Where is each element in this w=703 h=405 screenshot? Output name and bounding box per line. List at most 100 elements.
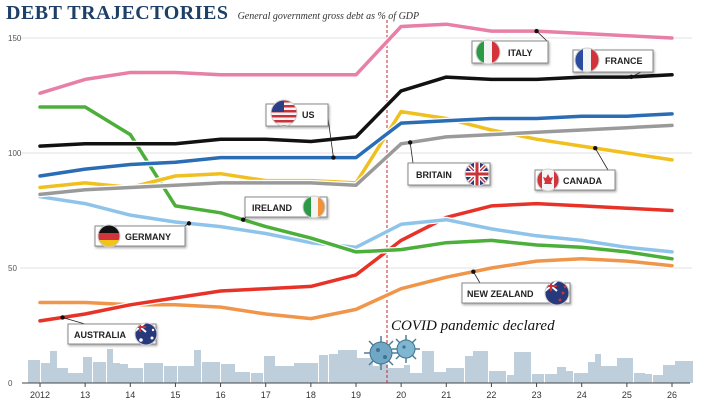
ireland-flag-icon [303,196,325,218]
label-france-text: FRANCE [605,56,643,66]
coronavirus-icon [364,335,420,370]
x-tick-label: 17 [261,390,271,400]
skyline-building [83,357,92,383]
skyline-building [379,364,388,383]
skyline-building [663,365,675,383]
skyline-building [601,366,617,383]
skyline-building [434,372,446,383]
skyline-building [653,375,663,383]
leader-dot-britain [407,140,413,145]
series-line-ireland [38,105,674,261]
france-flag-icon [575,48,599,72]
leader-dot-new-zealand [471,269,476,274]
italy-flag-icon [476,40,500,64]
chart-title: DEBT TRAJECTORIES [6,2,229,24]
leader-line-australia [62,317,86,325]
leader-dot-italy [534,28,539,34]
skyline-building [645,374,652,383]
skyline-building [50,351,57,383]
leader-line-us [327,117,334,158]
skyline-building [275,366,294,383]
series-line-britain [38,123,674,197]
skyline-decoration [28,349,693,383]
label-italy: ITALY [471,39,549,65]
label-australia-text: AUSTRALIA [74,330,126,340]
skyline-building [306,363,318,383]
skyline-building [202,362,220,383]
skyline-building [473,351,488,383]
skyline-building [588,362,595,383]
label-italy-text: ITALY [508,48,533,58]
label-germany: GERMANY [94,224,186,248]
label-britain-text: BRITAIN [416,170,452,180]
germany-flag-icon [98,225,120,247]
skyline-building [595,354,601,383]
covid-annotation: COVID pandemic declared [391,318,555,334]
canada-flag-icon [537,169,559,191]
skyline-building [251,373,263,383]
x-tick-label: 18 [306,390,316,400]
skyline-building [128,368,143,383]
x-tick-label: 14 [125,390,135,400]
skyline-building [410,373,422,383]
leader-line-canada [594,147,609,171]
label-ireland: IRELAND [244,195,328,219]
skyline-building [675,361,693,383]
skyline-building [404,365,410,383]
leader-dot-canada [593,145,598,151]
skyline-building [465,356,473,383]
series-line-us [38,112,674,178]
skyline-building [144,363,163,383]
skyline-building [566,371,573,383]
x-tick-label: 16 [216,390,226,400]
series-line-germany [38,194,674,254]
label-germany-text: GERMANY [125,232,171,242]
y-tick-label: 0 [8,379,13,388]
x-tick-label: 22 [486,390,496,400]
label-australia: AUSTRALIA [67,322,158,346]
label-us: US [265,99,329,127]
label-britain: BRITAIN [407,161,491,187]
series-line-italy [38,22,674,95]
x-tick-label: 15 [170,390,180,400]
us-flag-icon [271,100,297,126]
label-france: FRANCE [572,47,654,73]
y-tick-label: 150 [8,34,22,43]
leader-dot-france [629,74,634,80]
skyline-building [319,355,328,383]
skyline-building [574,373,588,383]
skyline-building [489,371,506,383]
skyline-building [68,373,83,383]
skyline-building [388,368,404,383]
leader-line-britain [409,142,414,164]
leader-dot-ireland [240,217,246,222]
skyline-building [446,368,464,383]
label-new-zealand: NEW ZEALAND [461,280,571,306]
skyline-building [357,358,373,383]
skyline-building [264,356,275,383]
skyline-building [514,352,531,383]
label-new-zealand-text: NEW ZEALAND [467,289,534,299]
skyline-building [329,354,338,383]
skyline-building [57,368,68,383]
skyline-building [532,374,544,383]
skyline-building [28,360,40,383]
x-tick-label: 23 [532,390,542,400]
skyline-building [545,374,557,383]
skyline-building [507,375,514,383]
skyline-building [113,363,120,383]
skyline-building [178,366,194,383]
label-canada-text: CANADA [563,176,602,186]
skyline-building [221,364,235,383]
skyline-building [634,373,645,383]
skyline-building [422,351,434,383]
skyline-building [294,363,306,383]
skyline-building [235,372,250,383]
skyline-building [164,366,177,383]
x-tick-label: 21 [441,390,451,400]
y-tick-label: 50 [8,264,17,273]
skyline-building [557,367,566,383]
label-ireland-text: IRELAND [252,203,292,213]
grid-lines [20,37,692,269]
